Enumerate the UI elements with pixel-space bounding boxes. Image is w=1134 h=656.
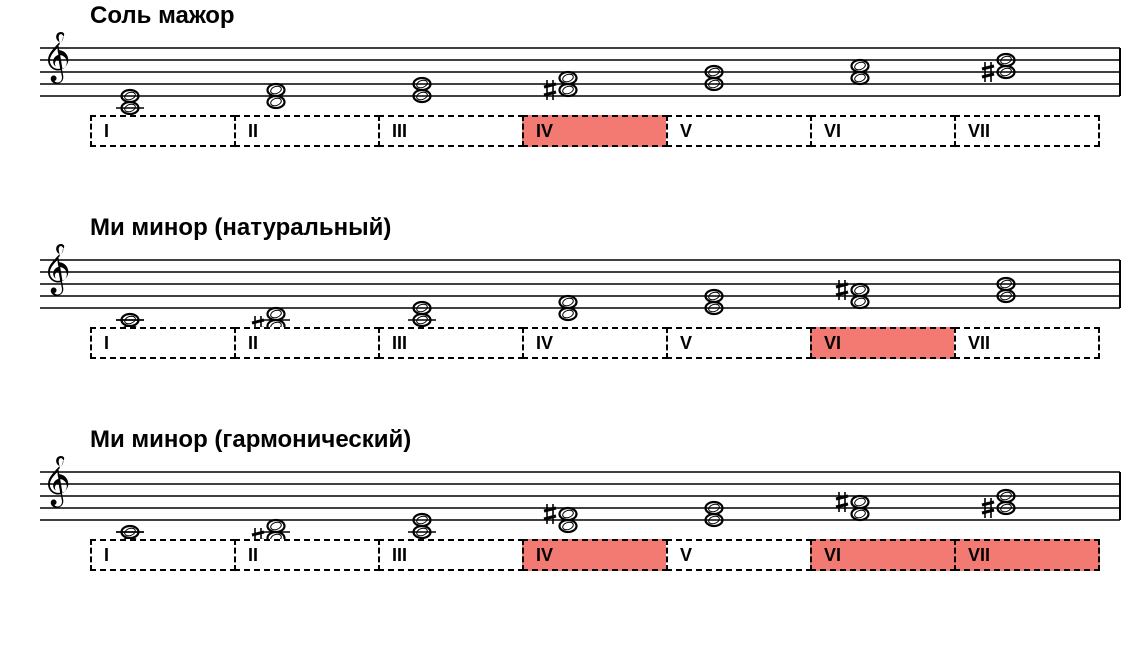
page: Соль мажор bbox=[0, 0, 1134, 656]
degree-cell: V bbox=[666, 115, 812, 147]
degree-cell: III bbox=[378, 539, 524, 571]
degree-cell: VI bbox=[810, 115, 956, 147]
degree-cell: VII bbox=[954, 327, 1100, 359]
degree-cell: IV bbox=[522, 115, 668, 147]
degree-row: IIIIIIIVVVIVII bbox=[90, 115, 1098, 147]
degree-cell: I bbox=[90, 327, 236, 359]
degree-cell: VI bbox=[810, 539, 956, 571]
degree-cell: II bbox=[234, 327, 380, 359]
degree-cell: I bbox=[90, 539, 236, 571]
degree-cell: III bbox=[378, 115, 524, 147]
degree-row: IIIIIIIVVVIVII bbox=[90, 539, 1098, 571]
degree-cell: V bbox=[666, 539, 812, 571]
staff bbox=[0, 212, 1134, 412]
staff bbox=[0, 424, 1134, 624]
degree-cell: VII bbox=[954, 539, 1100, 571]
degree-cell: II bbox=[234, 115, 380, 147]
degree-row: IIIIIIIVVVIVII bbox=[90, 327, 1098, 359]
degree-cell: V bbox=[666, 327, 812, 359]
degree-cell: III bbox=[378, 327, 524, 359]
degree-cell: IV bbox=[522, 327, 668, 359]
staff bbox=[0, 0, 1134, 200]
degree-cell: IV bbox=[522, 539, 668, 571]
degree-cell: VII bbox=[954, 115, 1100, 147]
degree-cell: VI bbox=[810, 327, 956, 359]
degree-cell: II bbox=[234, 539, 380, 571]
degree-cell: I bbox=[90, 115, 236, 147]
